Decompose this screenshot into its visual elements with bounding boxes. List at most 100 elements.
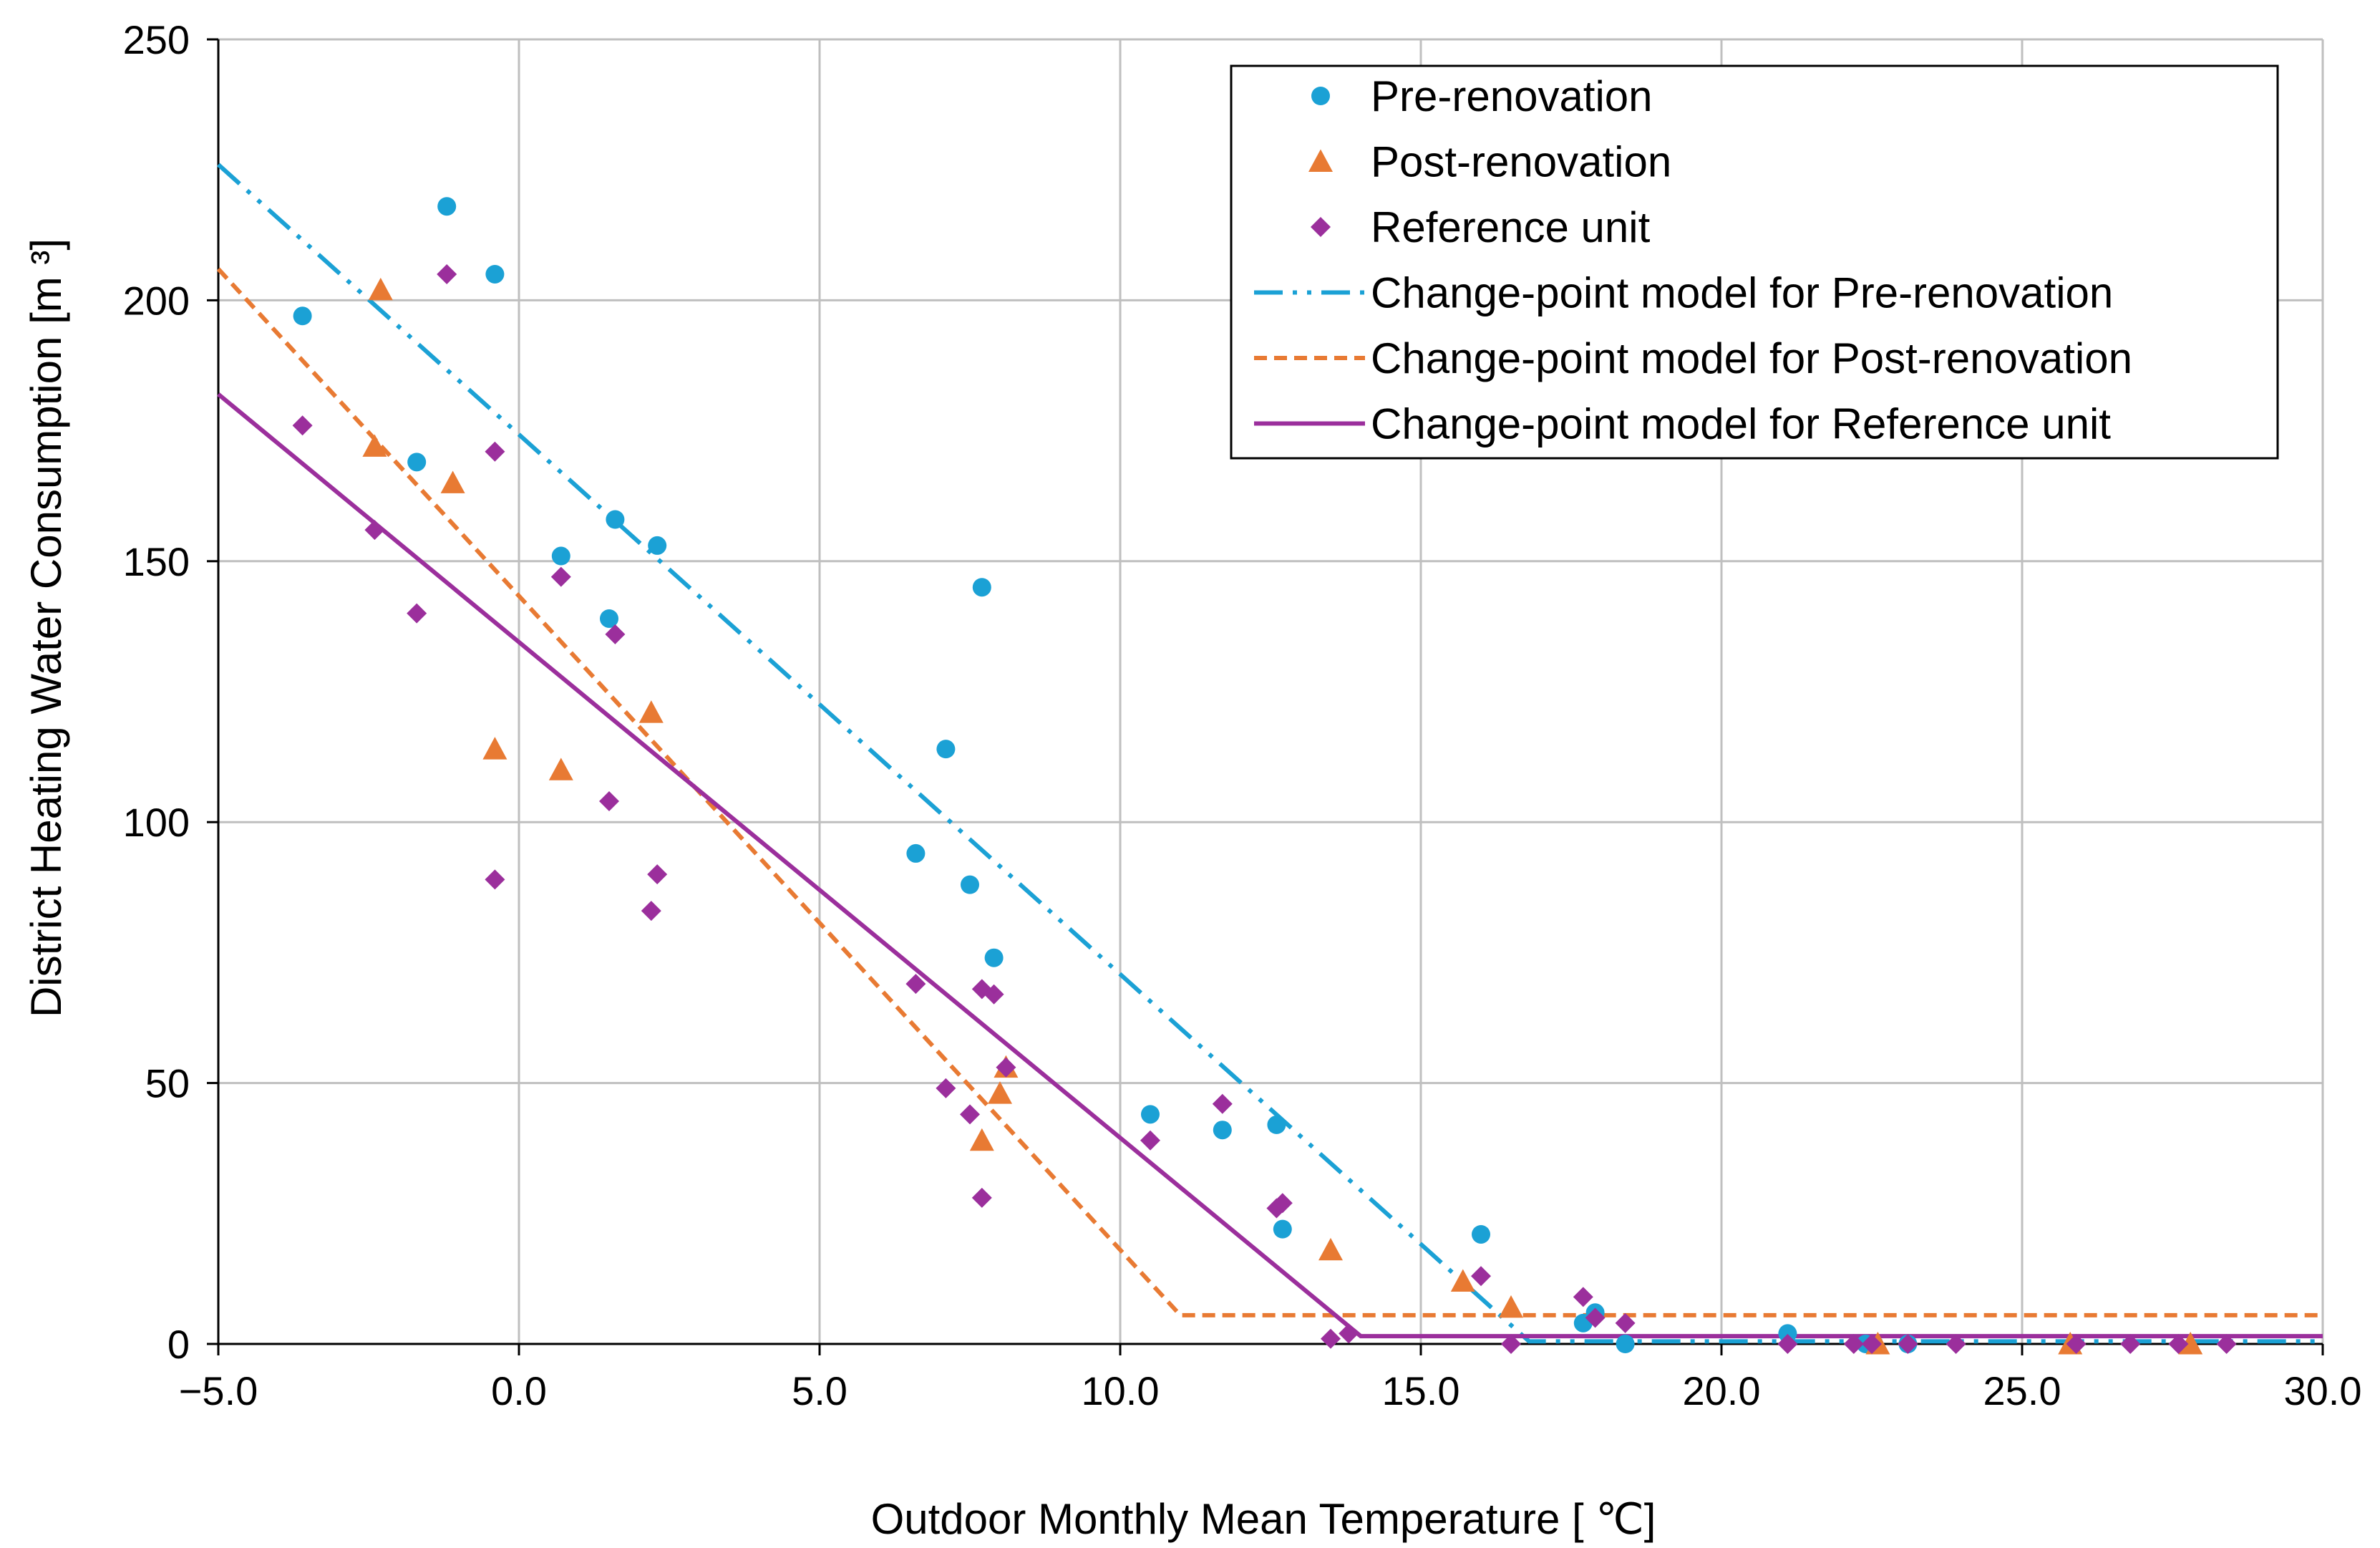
data-point-reference-unit <box>971 1187 992 1208</box>
data-point-pre-renovation <box>407 453 427 472</box>
data-point-reference-unit <box>1843 1334 1864 1354</box>
legend-items: Pre-renovation Post-renovation Reference u… <box>1254 72 2132 448</box>
data-point-reference-unit <box>407 603 427 624</box>
y-axis-title: District Heating Water Consumption [m ³] <box>22 238 70 1017</box>
y-tick-label: 150 <box>123 539 190 584</box>
legend-label-post-renovation: Post-renovation <box>1371 138 1671 186</box>
data-point-pre-renovation <box>1267 1115 1286 1134</box>
data-point-reference-unit <box>2120 1334 2141 1354</box>
axes <box>207 38 2324 1355</box>
data-point-reference-unit <box>1573 1287 1593 1307</box>
data-point-pre-renovation <box>961 875 979 894</box>
data-point-reference-unit <box>641 901 661 921</box>
data-point-pre-renovation <box>437 197 457 216</box>
model-lines <box>216 163 2323 1344</box>
legend-swatch-post-renovation <box>1308 149 1333 172</box>
y-tick-label: 250 <box>123 17 190 62</box>
data-point-reference-unit <box>1946 1334 1966 1354</box>
y-tick-label: 0 <box>167 1322 190 1367</box>
data-point-reference-unit <box>437 263 457 284</box>
data-point-reference-unit <box>1471 1266 1491 1287</box>
data-point-pre-renovation <box>1472 1224 1490 1244</box>
legend-swatch-reference-unit <box>1311 217 1331 237</box>
data-point-reference-unit <box>364 520 385 541</box>
data-point-pre-renovation <box>648 536 667 555</box>
data-point-pre-renovation <box>1273 1219 1292 1239</box>
data-point-reference-unit <box>960 1104 980 1125</box>
data-point-pre-renovation <box>936 740 956 759</box>
data-point-reference-unit <box>647 864 668 885</box>
data-point-reference-unit <box>1898 1334 1918 1354</box>
data-point-reference-unit <box>1615 1312 1636 1333</box>
x-tick-label: 10.0 <box>1082 1368 1160 1413</box>
x-tick-label: 25.0 <box>1983 1368 2061 1413</box>
series-line-change-point-model-for-post-renovation <box>216 267 2323 1317</box>
legend-label-change-point-model-for-reference-unit: Change-point model for Reference unit <box>1371 400 2111 448</box>
legend-label-change-point-model-for-pre-renovation: Change-point model for Pre-renovation <box>1371 269 2113 317</box>
data-point-reference-unit <box>1777 1334 1798 1354</box>
data-point-post-renovation <box>638 700 664 723</box>
data-point-reference-unit <box>905 974 926 995</box>
data-point-pre-renovation <box>485 264 505 284</box>
series-line-change-point-model-for-reference-unit <box>217 392 2323 1339</box>
data-point-pre-renovation <box>606 510 625 529</box>
data-point-post-renovation <box>1499 1295 1523 1318</box>
data-point-pre-renovation <box>293 306 312 326</box>
data-point-reference-unit <box>1212 1093 1233 1114</box>
data-point-post-renovation <box>988 1081 1012 1104</box>
data-point-reference-unit <box>983 984 1004 1005</box>
x-tick-label: 20.0 <box>1683 1368 1761 1413</box>
data-point-post-renovation <box>440 470 465 493</box>
data-point-reference-unit <box>1140 1130 1160 1151</box>
data-point-reference-unit <box>1272 1193 1293 1214</box>
data-point-pre-renovation <box>906 843 926 863</box>
y-tick-label: 50 <box>145 1061 190 1106</box>
legend-box <box>1230 64 2279 460</box>
series-line-change-point-model-for-pre-renovation <box>216 163 2323 1344</box>
x-tick-label: 5.0 <box>792 1368 847 1413</box>
data-point-post-renovation <box>368 277 393 301</box>
data-point-reference-unit <box>1339 1323 1359 1344</box>
data-point-reference-unit <box>2216 1334 2237 1354</box>
data-point-reference-unit <box>485 441 505 462</box>
data-point-pre-renovation <box>1141 1105 1160 1124</box>
data-point-pre-renovation <box>1213 1121 1232 1140</box>
x-tick-label: 0.0 <box>491 1368 547 1413</box>
data-point-reference-unit <box>936 1078 956 1098</box>
y-tick-label: 100 <box>123 800 190 845</box>
legend-label-pre-renovation: Pre-renovation <box>1371 72 1653 120</box>
data-point-post-renovation <box>548 758 573 780</box>
data-point-post-renovation <box>969 1128 994 1151</box>
data-point-post-renovation <box>2178 1332 2203 1355</box>
x-tick-label: −5.0 <box>179 1368 258 1413</box>
data-point-reference-unit <box>605 624 626 644</box>
data-point-pre-renovation <box>984 948 1004 967</box>
y-tick-label: 200 <box>123 278 190 323</box>
data-point-pre-renovation <box>600 609 618 628</box>
legend: Pre-renovation Post-renovation Reference u… <box>1230 64 2279 460</box>
data-point-reference-unit <box>550 566 571 587</box>
data-point-reference-unit <box>996 1057 1016 1078</box>
data-point-pre-renovation <box>1778 1324 1797 1343</box>
legend-label-reference-unit: Reference unit <box>1371 203 1651 251</box>
x-axis-title: Outdoor Monthly Mean Temperature [ ℃] <box>871 1495 1656 1543</box>
data-point-pre-renovation <box>1616 1335 1635 1353</box>
legend-label-change-point-model-for-post-renovation: Change-point model for Post-renovation <box>1371 334 2132 382</box>
x-tick-label: 30.0 <box>2284 1368 2362 1413</box>
data-point-reference-unit <box>2066 1334 2087 1354</box>
data-point-pre-renovation <box>972 578 991 597</box>
data-point-reference-unit <box>485 869 505 890</box>
data-point-reference-unit <box>1501 1334 1521 1354</box>
x-tick-label: 15.0 <box>1382 1368 1460 1413</box>
data-point-post-renovation <box>362 434 387 457</box>
data-point-post-renovation <box>482 737 507 760</box>
data-point-reference-unit <box>2168 1334 2189 1354</box>
data-point-reference-unit <box>292 415 313 436</box>
tick-labels: −5.0 0.0 5.0 10.0 15.0 20.0 25.0 30.0 0 50 100 150 2… <box>123 17 2362 1413</box>
data-point-reference-unit <box>1321 1328 1341 1349</box>
data-point-post-renovation <box>1450 1269 1475 1292</box>
data-point-reference-unit <box>599 791 619 812</box>
data-point-pre-renovation <box>551 546 570 566</box>
